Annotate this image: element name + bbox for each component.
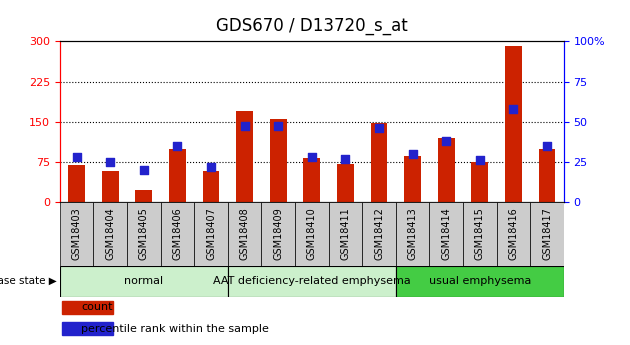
Point xyxy=(239,124,249,129)
Bar xyxy=(396,202,430,266)
Bar xyxy=(60,266,228,297)
Point xyxy=(441,138,451,144)
Bar xyxy=(438,138,455,202)
Point xyxy=(273,124,284,129)
Bar xyxy=(370,123,387,202)
Bar xyxy=(127,202,161,266)
Point xyxy=(542,143,552,148)
Text: GSM18410: GSM18410 xyxy=(307,207,317,260)
Bar xyxy=(270,119,287,202)
Bar xyxy=(471,162,488,202)
Bar xyxy=(404,156,421,202)
Bar xyxy=(228,202,261,266)
Text: normal: normal xyxy=(124,276,163,286)
Bar xyxy=(430,202,463,266)
Bar xyxy=(329,202,362,266)
Text: GSM18407: GSM18407 xyxy=(206,207,216,260)
Bar xyxy=(228,266,396,297)
Bar xyxy=(396,266,564,297)
Bar xyxy=(304,158,320,202)
Bar xyxy=(463,202,496,266)
Text: GSM18408: GSM18408 xyxy=(239,207,249,260)
Bar xyxy=(62,301,113,314)
Text: disease state ▶: disease state ▶ xyxy=(0,276,57,286)
Point xyxy=(139,167,149,172)
Point xyxy=(508,106,518,111)
Text: GSM18413: GSM18413 xyxy=(408,207,418,260)
Point xyxy=(72,154,82,160)
Point xyxy=(105,159,115,165)
Point xyxy=(374,125,384,131)
Point xyxy=(408,151,418,157)
Text: GSM18416: GSM18416 xyxy=(508,207,518,260)
Bar xyxy=(337,165,354,202)
Point xyxy=(173,143,183,148)
Text: count: count xyxy=(81,303,113,313)
Text: GSM18412: GSM18412 xyxy=(374,207,384,260)
Bar xyxy=(169,149,186,202)
Bar xyxy=(62,322,113,335)
Bar xyxy=(539,149,556,202)
Bar xyxy=(505,46,522,202)
Bar xyxy=(203,171,219,202)
Bar xyxy=(161,202,194,266)
Bar xyxy=(102,171,118,202)
Text: percentile rank within the sample: percentile rank within the sample xyxy=(81,324,269,334)
Bar xyxy=(236,111,253,202)
Bar xyxy=(135,190,152,202)
Point xyxy=(307,154,317,160)
Text: GSM18406: GSM18406 xyxy=(173,207,183,260)
Text: GSM18405: GSM18405 xyxy=(139,207,149,260)
Bar xyxy=(496,202,530,266)
Bar xyxy=(295,202,329,266)
Bar xyxy=(362,202,396,266)
Bar xyxy=(60,202,93,266)
Bar xyxy=(68,166,85,202)
Text: GSM18417: GSM18417 xyxy=(542,207,552,260)
Bar xyxy=(530,202,564,266)
Point xyxy=(475,157,485,163)
Text: GSM18414: GSM18414 xyxy=(441,207,451,260)
Point xyxy=(340,156,350,161)
Text: usual emphysema: usual emphysema xyxy=(428,276,531,286)
Text: GSM18409: GSM18409 xyxy=(273,207,284,260)
Bar xyxy=(194,202,228,266)
Text: GSM18404: GSM18404 xyxy=(105,207,115,260)
Bar xyxy=(93,202,127,266)
Bar xyxy=(261,202,295,266)
Text: GDS670 / D13720_s_at: GDS670 / D13720_s_at xyxy=(216,17,408,35)
Text: GSM18415: GSM18415 xyxy=(475,207,485,260)
Point xyxy=(206,164,216,169)
Text: AAT deficiency-related emphysema: AAT deficiency-related emphysema xyxy=(213,276,411,286)
Text: GSM18411: GSM18411 xyxy=(340,207,350,260)
Text: GSM18403: GSM18403 xyxy=(72,207,82,260)
